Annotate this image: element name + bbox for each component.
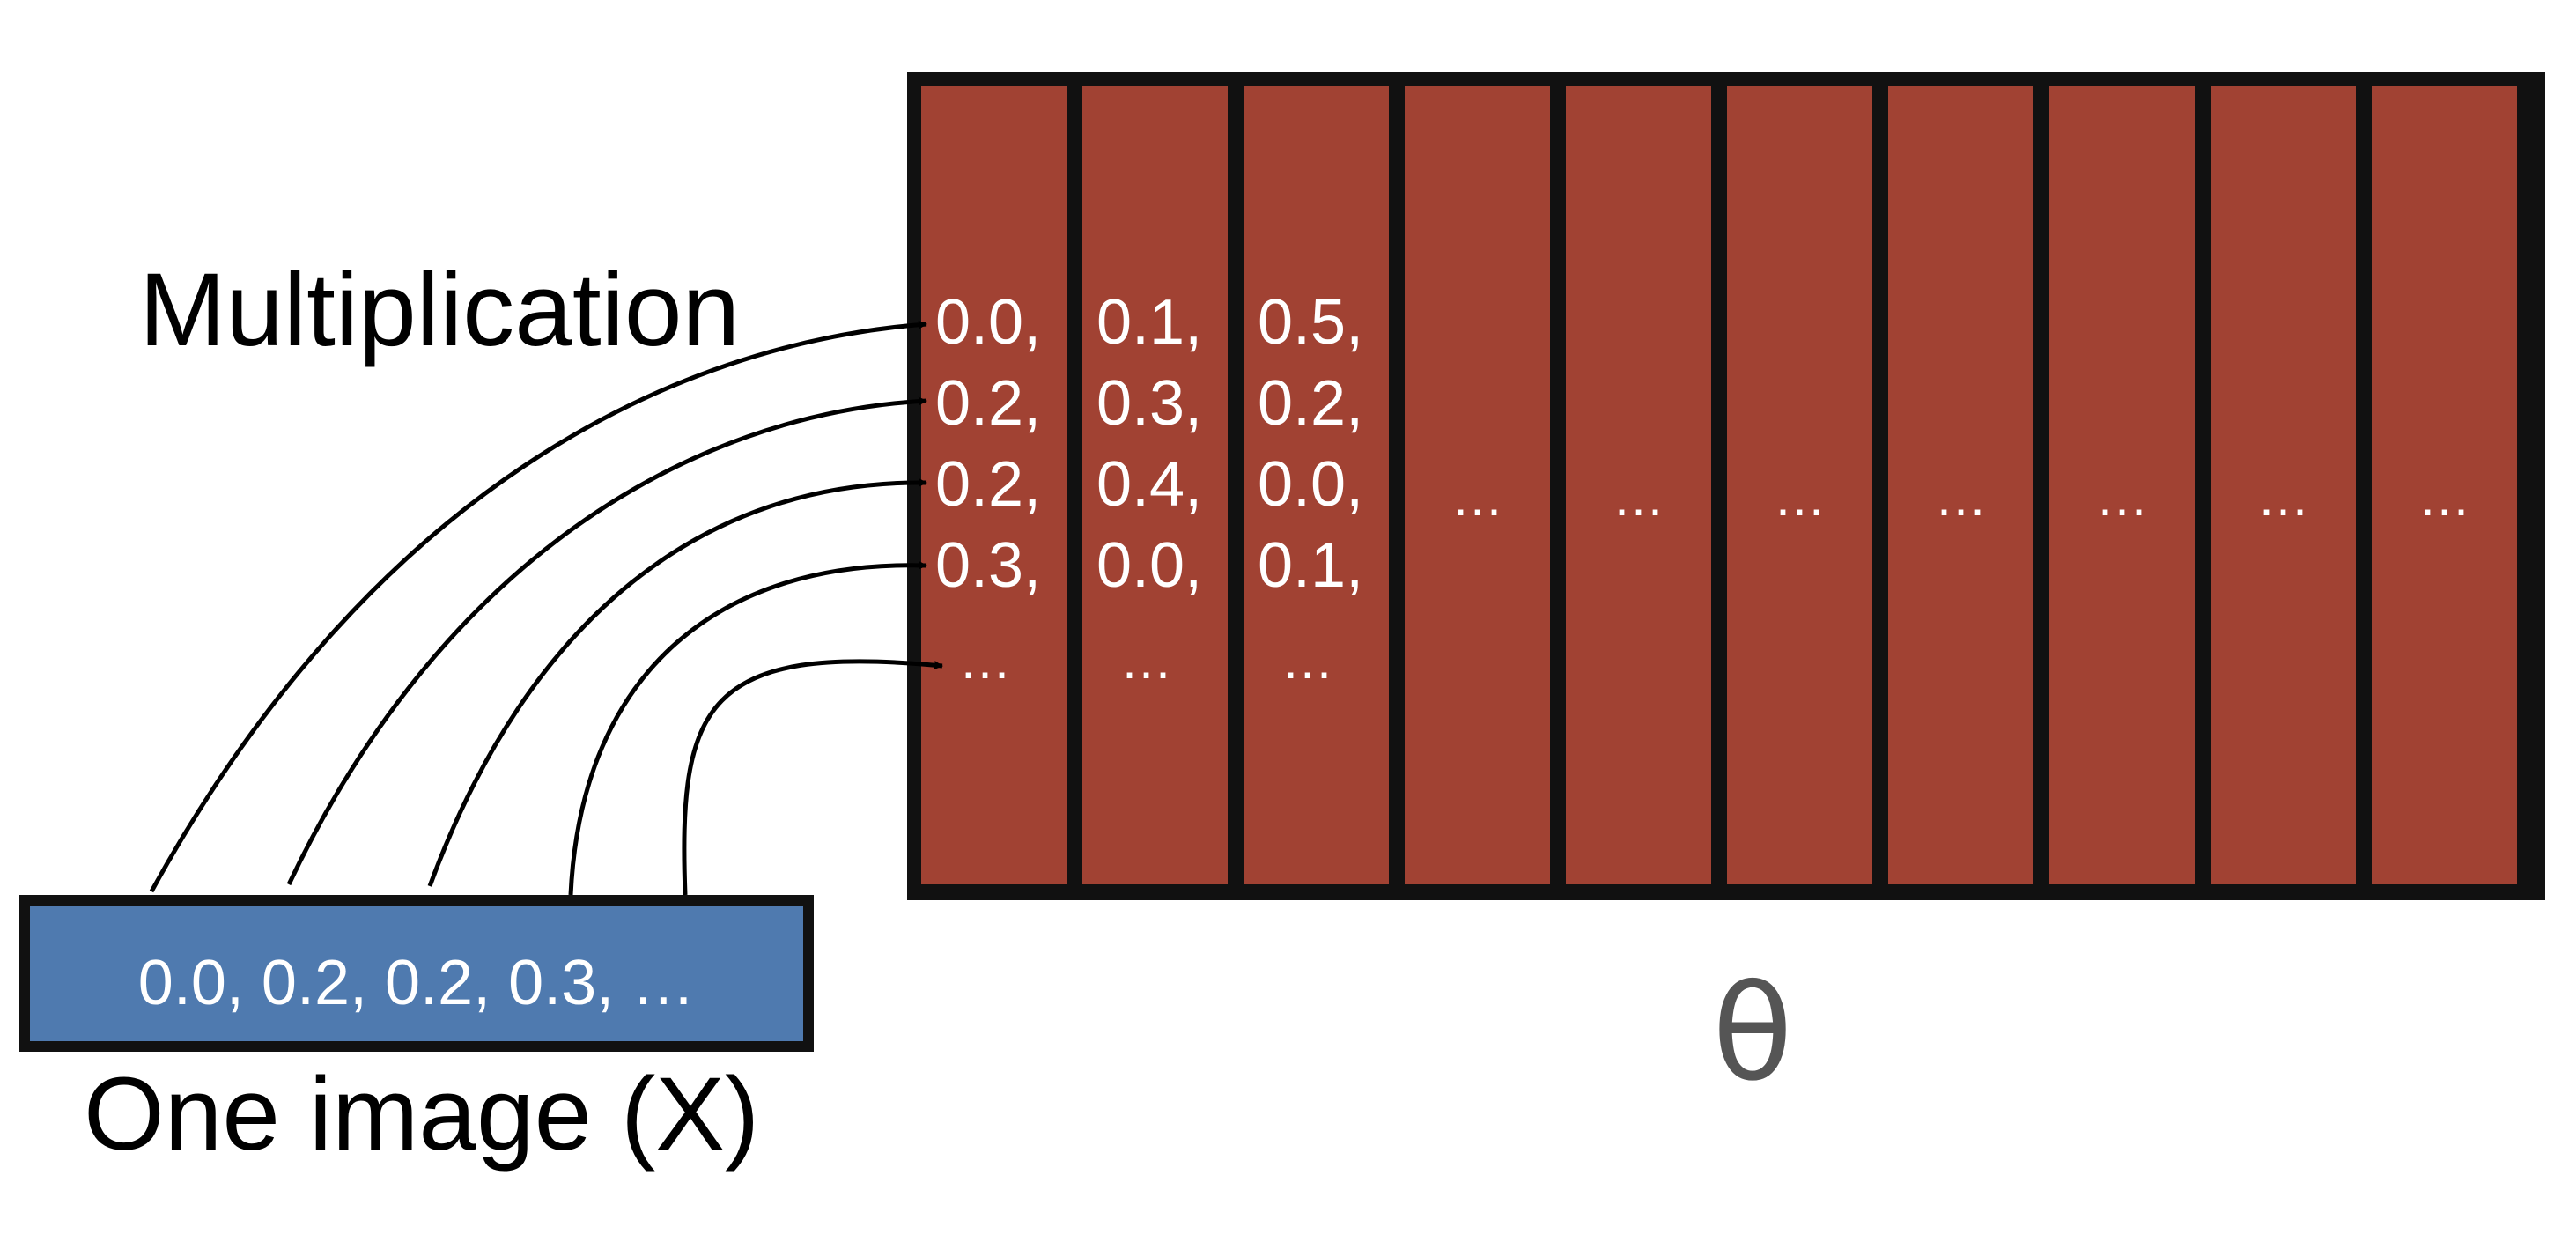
- matrix-column: [2049, 86, 2195, 884]
- input-vector-fill: [30, 906, 803, 1041]
- matrix-column: [921, 86, 1067, 884]
- theta-matrix: 0.0, 0.2, 0.2, 0.3, … 0.1, 0.3, 0.4, 0.0, … 0.5, 0.…: [907, 72, 2545, 900]
- matrix-column: [1405, 86, 1550, 884]
- matrix-cell: 0.0,: [1096, 530, 1202, 601]
- multiplication-arrow: [286, 396, 927, 886]
- matrix-cell: …: [2096, 468, 2149, 527]
- matrix-cell: …: [1774, 468, 1827, 527]
- matrix-cell: …: [1935, 468, 1988, 527]
- matrix-cell: 0.1,: [1096, 287, 1202, 358]
- matrix-cell: …: [1451, 468, 1504, 527]
- multiplication-arrow: [427, 477, 927, 887]
- multiplication-arrow: [568, 560, 927, 896]
- matrix-column: [1888, 86, 2033, 884]
- input-vector-values: 0.0, 0.2, 0.2, 0.3, …: [138, 948, 695, 1018]
- one-image-label: One image (X): [84, 1056, 759, 1172]
- multiplication-label: Multiplication: [139, 252, 740, 368]
- matrix-cell: 0.3,: [935, 530, 1041, 601]
- matrix-cell: 0.0,: [1258, 449, 1363, 520]
- matrix-cell: 0.2,: [1258, 368, 1363, 439]
- matrix-cell: 0.4,: [1096, 449, 1202, 520]
- matrix-cell: 0.2,: [935, 449, 1041, 520]
- theta-label: θ: [1712, 957, 1793, 1111]
- matrix-column: [1244, 86, 1389, 884]
- matrix-cell: …: [1613, 468, 1665, 527]
- multiplication-arrows: [149, 320, 943, 896]
- matrix-cell: …: [2418, 468, 2471, 527]
- matrix-column: [1566, 86, 1711, 884]
- matrix-cell: 0.2,: [935, 368, 1041, 439]
- matrix-column: [1727, 86, 1872, 884]
- matrix-cell: 0.3,: [1096, 368, 1202, 439]
- matrix-cell: …: [2257, 468, 2310, 527]
- multiplication-arrow: [149, 320, 927, 893]
- matrix-column: [2211, 86, 2356, 884]
- matrix-columns: 0.0, 0.2, 0.2, 0.3, … 0.1, 0.3, 0.4, 0.0, … 0.5, 0.…: [921, 86, 2517, 884]
- matrix-column: [1082, 86, 1228, 884]
- matrix-cell: 0.1,: [1258, 530, 1363, 601]
- matrix-cell: …: [1120, 631, 1173, 690]
- matrix-cell: 0.5,: [1258, 287, 1363, 358]
- input-vector: 0.0, 0.2, 0.2, 0.3, …: [19, 895, 814, 1052]
- matrix-cell: …: [959, 631, 1012, 690]
- matrix-cell: 0.0,: [935, 287, 1041, 358]
- matrix-column: [2372, 86, 2517, 884]
- matrix-cell: …: [1281, 631, 1334, 690]
- multiplication-arrow: [682, 659, 943, 896]
